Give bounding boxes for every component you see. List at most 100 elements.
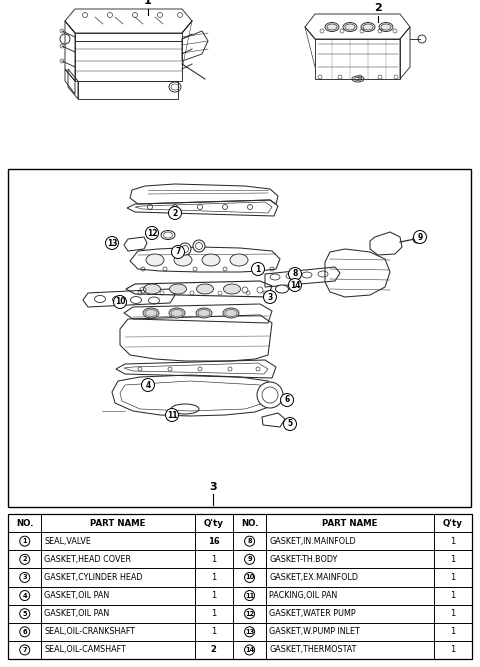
Circle shape bbox=[245, 645, 254, 655]
Circle shape bbox=[288, 267, 301, 281]
Text: 12: 12 bbox=[147, 229, 157, 237]
Circle shape bbox=[20, 609, 30, 619]
Text: 2: 2 bbox=[211, 646, 216, 654]
Text: SEAL,OIL-CAMSHAFT: SEAL,OIL-CAMSHAFT bbox=[45, 646, 126, 654]
Ellipse shape bbox=[223, 308, 239, 318]
Circle shape bbox=[245, 627, 254, 637]
Text: 7: 7 bbox=[175, 247, 180, 257]
Text: 1: 1 bbox=[144, 0, 152, 6]
Text: 4: 4 bbox=[23, 592, 27, 598]
Circle shape bbox=[257, 382, 283, 408]
Circle shape bbox=[20, 536, 30, 546]
Text: 8: 8 bbox=[292, 269, 298, 279]
Text: 1: 1 bbox=[211, 555, 216, 564]
Ellipse shape bbox=[361, 23, 375, 31]
Text: 1: 1 bbox=[211, 627, 216, 636]
Text: 1: 1 bbox=[450, 627, 456, 636]
Text: 5: 5 bbox=[288, 420, 293, 428]
Text: 5: 5 bbox=[23, 611, 27, 617]
Text: 1: 1 bbox=[450, 537, 456, 546]
Circle shape bbox=[142, 378, 155, 392]
Text: 13: 13 bbox=[245, 629, 254, 635]
Text: GASKET,WATER PUMP: GASKET,WATER PUMP bbox=[269, 609, 356, 618]
Text: 6: 6 bbox=[23, 629, 27, 635]
Text: PART NAME: PART NAME bbox=[90, 518, 146, 528]
Text: 1: 1 bbox=[450, 573, 456, 582]
Text: 2: 2 bbox=[172, 209, 178, 217]
Text: 14: 14 bbox=[245, 647, 254, 653]
Ellipse shape bbox=[161, 231, 175, 239]
Text: GASKET,OIL PAN: GASKET,OIL PAN bbox=[45, 591, 110, 600]
Ellipse shape bbox=[146, 254, 164, 266]
Text: 11: 11 bbox=[167, 410, 177, 420]
Text: NO.: NO. bbox=[241, 518, 258, 528]
Ellipse shape bbox=[224, 284, 240, 294]
Circle shape bbox=[245, 554, 254, 564]
Circle shape bbox=[179, 243, 191, 255]
Text: PART NAME: PART NAME bbox=[323, 518, 378, 528]
Circle shape bbox=[20, 572, 30, 582]
Circle shape bbox=[106, 237, 119, 249]
Circle shape bbox=[20, 590, 30, 600]
FancyBboxPatch shape bbox=[8, 169, 471, 507]
Text: 9: 9 bbox=[418, 233, 422, 241]
Ellipse shape bbox=[143, 308, 159, 318]
Text: 2: 2 bbox=[374, 3, 382, 13]
Text: 10: 10 bbox=[115, 297, 125, 307]
Circle shape bbox=[193, 240, 205, 252]
FancyBboxPatch shape bbox=[8, 514, 472, 659]
Text: NO.: NO. bbox=[16, 518, 34, 528]
Text: GASKET,W.PUMP INLET: GASKET,W.PUMP INLET bbox=[269, 627, 360, 636]
Text: 1: 1 bbox=[211, 573, 216, 582]
Text: 1: 1 bbox=[255, 265, 261, 273]
Text: Q'ty: Q'ty bbox=[443, 518, 463, 528]
Circle shape bbox=[413, 231, 427, 243]
Circle shape bbox=[288, 279, 301, 291]
Circle shape bbox=[264, 291, 276, 303]
Circle shape bbox=[252, 263, 264, 275]
Text: SEAL,VALVE: SEAL,VALVE bbox=[45, 537, 91, 546]
Text: GASKET,THERMOSTAT: GASKET,THERMOSTAT bbox=[269, 646, 357, 654]
Text: PACKING,OIL PAN: PACKING,OIL PAN bbox=[269, 591, 337, 600]
Text: 1: 1 bbox=[450, 591, 456, 600]
Ellipse shape bbox=[379, 23, 393, 31]
Text: GASKET,IN.MAINFOLD: GASKET,IN.MAINFOLD bbox=[269, 537, 356, 546]
Text: 2: 2 bbox=[23, 556, 27, 562]
Ellipse shape bbox=[325, 23, 339, 31]
Text: 10: 10 bbox=[245, 574, 254, 580]
Ellipse shape bbox=[174, 254, 192, 266]
Circle shape bbox=[245, 572, 254, 582]
Text: GASKET,EX.MAINFOLD: GASKET,EX.MAINFOLD bbox=[269, 573, 358, 582]
Text: GASKET,CYLINDER HEAD: GASKET,CYLINDER HEAD bbox=[45, 573, 143, 582]
Text: GASKET,HEAD COVER: GASKET,HEAD COVER bbox=[45, 555, 132, 564]
Text: GASKET-TH.BODY: GASKET-TH.BODY bbox=[269, 555, 338, 564]
Circle shape bbox=[284, 418, 297, 430]
Circle shape bbox=[20, 627, 30, 637]
Text: 1: 1 bbox=[211, 609, 216, 618]
Text: 3: 3 bbox=[267, 293, 273, 301]
Text: SEAL,OIL-CRANKSHAFT: SEAL,OIL-CRANKSHAFT bbox=[45, 627, 135, 636]
Text: 16: 16 bbox=[208, 537, 219, 546]
Ellipse shape bbox=[276, 285, 288, 293]
Circle shape bbox=[171, 245, 184, 259]
Circle shape bbox=[166, 408, 179, 422]
Text: GASKET,OIL PAN: GASKET,OIL PAN bbox=[45, 609, 110, 618]
Text: 9: 9 bbox=[247, 556, 252, 562]
Text: 1: 1 bbox=[450, 609, 456, 618]
Text: 11: 11 bbox=[245, 592, 254, 598]
Circle shape bbox=[245, 609, 254, 619]
Ellipse shape bbox=[169, 284, 187, 294]
Ellipse shape bbox=[196, 284, 214, 294]
Ellipse shape bbox=[343, 23, 357, 31]
Circle shape bbox=[20, 554, 30, 564]
Ellipse shape bbox=[196, 308, 212, 318]
Text: Q'ty: Q'ty bbox=[204, 518, 224, 528]
Ellipse shape bbox=[144, 284, 160, 294]
Text: 13: 13 bbox=[107, 239, 117, 247]
Ellipse shape bbox=[202, 254, 220, 266]
Text: 3: 3 bbox=[23, 574, 27, 580]
Text: 8: 8 bbox=[247, 538, 252, 544]
Ellipse shape bbox=[169, 308, 185, 318]
Text: 14: 14 bbox=[290, 281, 300, 289]
Circle shape bbox=[145, 227, 158, 239]
